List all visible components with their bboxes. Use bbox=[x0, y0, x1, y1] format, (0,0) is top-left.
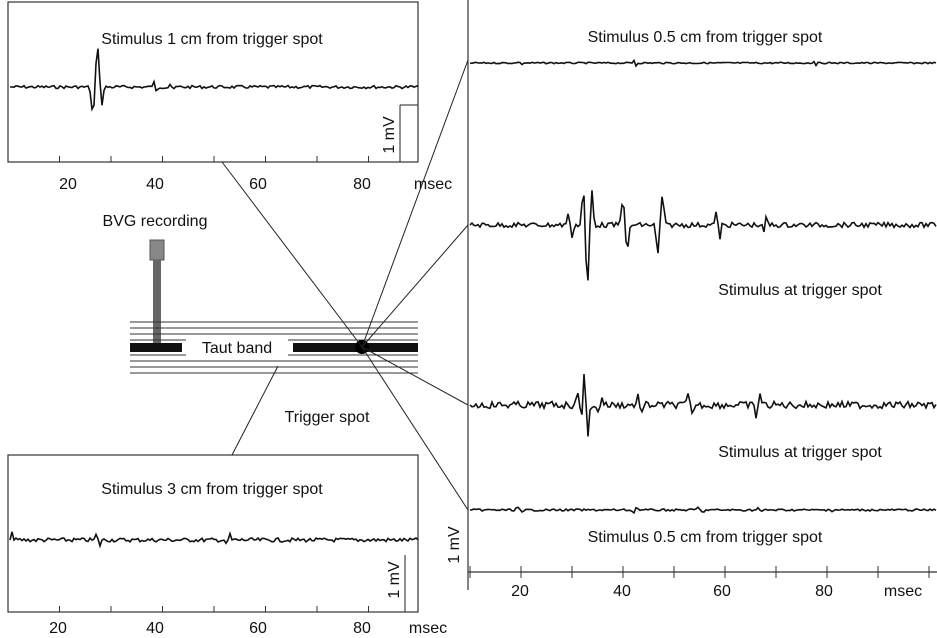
waveform bbox=[469, 374, 937, 437]
trace-title: Stimulus 0.5 cm from trigger spot bbox=[588, 529, 823, 546]
panel-title: Stimulus 3 cm from trigger spot bbox=[101, 481, 323, 498]
trace-title: Stimulus at trigger spot bbox=[718, 282, 882, 299]
tick-label: 80 bbox=[353, 620, 371, 637]
waveform bbox=[469, 190, 937, 281]
scale-label: 1 mV bbox=[386, 561, 403, 599]
waveform bbox=[469, 58, 937, 68]
recording-label: BVG recording bbox=[103, 213, 208, 230]
tick-label: 80 bbox=[815, 583, 833, 600]
tick-label: 60 bbox=[249, 176, 267, 193]
connector bbox=[361, 346, 469, 511]
panel-title: Stimulus 1 cm from trigger spot bbox=[101, 31, 323, 48]
trigger-label: Trigger spot bbox=[285, 409, 370, 426]
tick-label: 40 bbox=[146, 176, 164, 193]
unit-label: msec bbox=[409, 620, 447, 637]
label-bg bbox=[186, 339, 288, 357]
connector bbox=[361, 224, 469, 348]
unit-label: msec bbox=[884, 583, 922, 600]
connector bbox=[361, 346, 469, 406]
waveform bbox=[10, 48, 419, 112]
panel-frame bbox=[7, 454, 419, 613]
scale-label: 1 mV bbox=[381, 116, 398, 154]
traces bbox=[7, 48, 937, 612]
tick-label: 60 bbox=[713, 583, 731, 600]
tick-label: 20 bbox=[59, 176, 77, 193]
connector bbox=[221, 161, 363, 348]
trace-title: Stimulus 0.5 cm from trigger spot bbox=[588, 29, 823, 46]
tick-label: 40 bbox=[613, 583, 631, 600]
tick-label: 20 bbox=[511, 583, 529, 600]
band-label: Taut band bbox=[202, 340, 272, 357]
trace-title: Stimulus at trigger spot bbox=[718, 444, 882, 461]
taut-band bbox=[130, 343, 182, 352]
tick-label: 60 bbox=[249, 620, 267, 637]
tick-label: 20 bbox=[49, 620, 67, 637]
waveform bbox=[9, 530, 419, 549]
tick-label: 40 bbox=[146, 620, 164, 637]
electrode-tip bbox=[149, 239, 165, 261]
panel-frame bbox=[7, 1, 419, 163]
electrode-rod bbox=[153, 260, 161, 348]
connectors bbox=[221, 59, 469, 511]
connector bbox=[361, 59, 469, 348]
connector bbox=[231, 365, 279, 456]
waveform bbox=[469, 506, 937, 515]
scale-label: 1 mV bbox=[446, 526, 463, 564]
tick-label: 80 bbox=[353, 176, 371, 193]
